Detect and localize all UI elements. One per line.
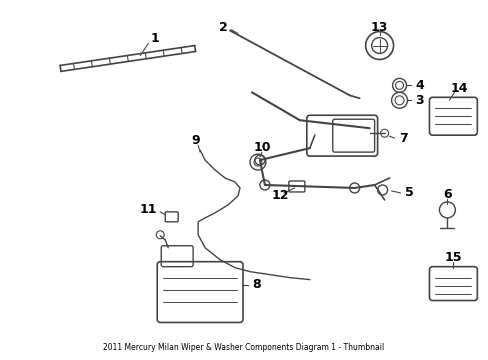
Text: 1: 1	[151, 32, 159, 45]
Text: 2011 Mercury Milan Wiper & Washer Components Diagram 1 - Thumbnail: 2011 Mercury Milan Wiper & Washer Compon…	[103, 343, 384, 352]
Text: 15: 15	[444, 251, 461, 264]
Text: 7: 7	[399, 132, 407, 145]
Text: 8: 8	[251, 278, 260, 291]
Text: 3: 3	[415, 94, 423, 107]
Text: 2: 2	[219, 21, 227, 34]
Text: 9: 9	[191, 134, 200, 147]
Text: 6: 6	[442, 188, 451, 202]
Text: 5: 5	[404, 186, 412, 199]
Text: 11: 11	[140, 203, 157, 216]
Text: 4: 4	[415, 79, 424, 92]
Text: 13: 13	[370, 21, 387, 34]
Text: 14: 14	[450, 82, 467, 95]
Text: 10: 10	[253, 141, 270, 154]
Text: 12: 12	[270, 189, 288, 202]
